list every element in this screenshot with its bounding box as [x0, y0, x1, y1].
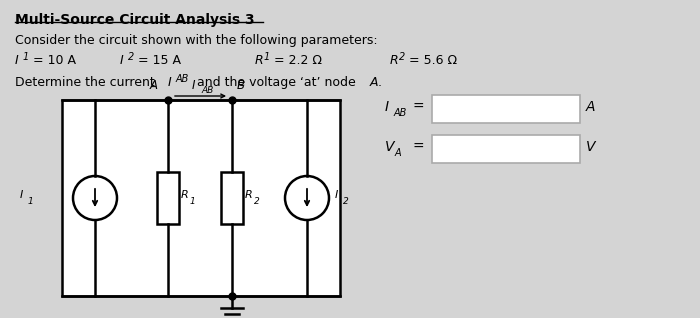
Text: = 2.2 Ω: = 2.2 Ω	[270, 54, 322, 67]
Text: I: I	[20, 190, 23, 200]
Text: V: V	[385, 140, 395, 154]
Text: 1: 1	[190, 197, 196, 205]
Text: 1: 1	[23, 52, 29, 62]
Text: = 10 A: = 10 A	[29, 54, 76, 67]
Text: 2: 2	[128, 52, 134, 62]
Text: Determine the current: Determine the current	[15, 76, 159, 89]
Text: I: I	[120, 54, 124, 67]
Text: AB: AB	[176, 74, 190, 84]
Text: I: I	[192, 79, 195, 92]
Text: I: I	[385, 100, 389, 114]
Text: 1: 1	[28, 197, 34, 205]
Text: AB: AB	[394, 108, 407, 118]
Text: A: A	[395, 148, 402, 158]
Text: 2: 2	[343, 197, 349, 205]
Text: 2: 2	[399, 52, 405, 62]
Text: Consider the circuit shown with the following parameters:: Consider the circuit shown with the foll…	[15, 34, 377, 47]
Text: R: R	[181, 190, 189, 200]
Text: = 15 A: = 15 A	[134, 54, 181, 67]
Text: A: A	[150, 79, 158, 92]
Text: B: B	[237, 79, 245, 92]
Text: R: R	[245, 190, 253, 200]
Bar	[157, 172, 179, 224]
Text: A: A	[370, 76, 379, 89]
Text: I: I	[15, 54, 19, 67]
Text: V: V	[586, 140, 596, 154]
Text: Multi-Source Circuit Analysis 3: Multi-Source Circuit Analysis 3	[15, 13, 255, 27]
Text: 1: 1	[264, 52, 270, 62]
Text: A: A	[586, 100, 596, 114]
Bar	[62, 100, 340, 296]
Text: =: =	[412, 100, 423, 114]
Text: R: R	[255, 54, 264, 67]
Text: I: I	[335, 190, 338, 200]
Text: AB: AB	[201, 86, 214, 95]
Bar	[432, 135, 580, 163]
Text: R: R	[390, 54, 398, 67]
Text: 2: 2	[254, 197, 260, 205]
Text: .: .	[378, 76, 382, 89]
Text: I: I	[168, 76, 172, 89]
Text: = 5.6 Ω: = 5.6 Ω	[405, 54, 457, 67]
Bar	[432, 95, 580, 123]
Bar	[221, 172, 243, 224]
Text: and the voltage ‘at’ node: and the voltage ‘at’ node	[193, 76, 360, 89]
Text: =: =	[412, 140, 423, 154]
